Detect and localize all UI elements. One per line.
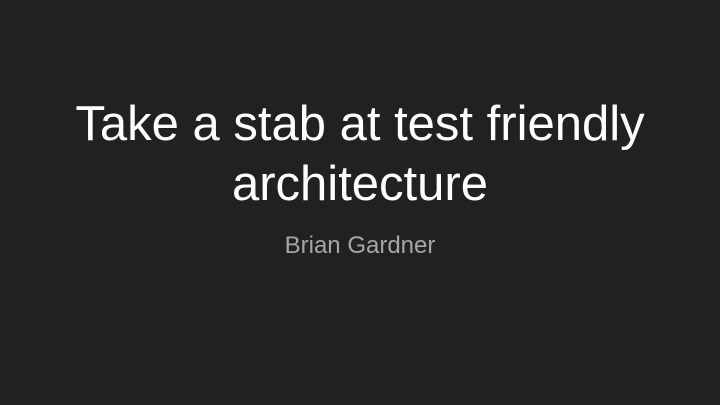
slide-title-line-1: Take a stab at test friendly	[75, 97, 645, 151]
slide-subtitle: Brian Gardner	[284, 232, 436, 259]
slide-title-line-2: architecture	[231, 157, 488, 211]
slide-title: Take a stab at test friendly architectur…	[0, 94, 720, 214]
